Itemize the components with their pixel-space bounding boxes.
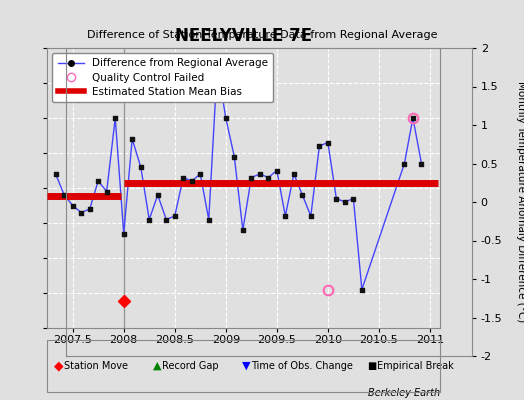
Point [299,180,307,186]
Y-axis label: Monthly Temperature Anomaly Difference (°C): Monthly Temperature Anomaly Difference (… [516,81,524,323]
Point [308,230,316,236]
Point [334,230,342,236]
Point [158,176,167,182]
Point [378,210,386,217]
Point [290,187,298,194]
Point [237,64,246,70]
Text: ■: ■ [367,361,377,371]
Point [176,206,184,213]
Legend: Difference from Regional Average, Quality Control Failed, Estimated Station Mean: Difference from Regional Average, Qualit… [71,53,291,102]
Text: Difference of Station Temperature Data from Regional Average: Difference of Station Temperature Data f… [87,30,437,40]
Point [255,164,263,170]
Text: Record Gap: Record Gap [162,361,219,371]
Point [149,145,158,151]
Point [123,203,131,209]
Point [325,206,333,213]
Point [202,187,210,194]
Point [79,206,88,213]
Point [264,245,272,251]
Point [96,226,105,232]
Point [439,122,447,128]
Point [272,187,281,194]
Point [352,149,360,155]
Point [228,234,237,240]
Point [246,122,254,128]
Title: NEELYVILLE 7E: NEELYVILLE 7E [200,27,337,45]
Text: ▲: ▲ [153,361,161,371]
Point [167,234,175,240]
Text: Station Move: Station Move [64,361,128,371]
Text: ◆: ◆ [54,360,63,372]
Point [360,210,368,217]
Point [281,183,289,190]
Text: Empirical Break: Empirical Break [377,361,454,371]
Text: ▼: ▼ [242,361,250,371]
Point [220,183,228,190]
Text: Berkeley Earth: Berkeley Earth [368,388,440,398]
Point [88,218,96,224]
Point [193,230,202,236]
Point [448,172,456,178]
Point [70,183,79,190]
Point [211,191,219,198]
Point [132,122,140,128]
Text: Time of Obs. Change: Time of Obs. Change [252,361,353,371]
Point [369,214,377,221]
Point [343,153,351,159]
Point [387,310,395,317]
Point [140,249,149,255]
Point [105,222,114,228]
Point [316,183,325,190]
Point [184,234,193,240]
Point [431,172,439,178]
Point [114,191,123,198]
